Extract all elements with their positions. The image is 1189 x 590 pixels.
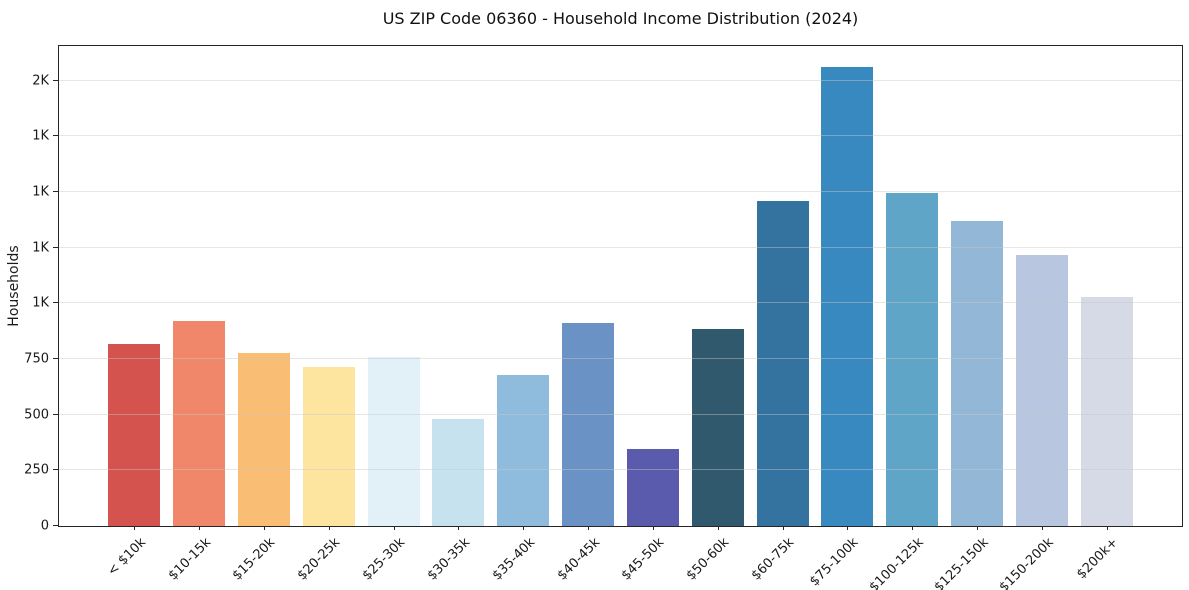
x-tick-label: $200k+ [1074, 535, 1122, 583]
y-tick-mark [53, 79, 59, 81]
x-tick-mark [199, 526, 201, 530]
bar-slot: $150-200k [996, 46, 1074, 590]
y-tick-label: 1K [32, 240, 49, 256]
x-tick-label: $45-50k [619, 535, 668, 584]
y-tick-label: 250 [24, 462, 49, 478]
x-tick-label: $150-200k [996, 535, 1057, 590]
bar-$35-40k [497, 374, 550, 526]
bar-slot: $200k+ [1074, 46, 1139, 582]
x-tick-mark [458, 526, 460, 530]
x-tick-mark [588, 526, 590, 530]
x-tick-label: $125-150k [931, 535, 992, 590]
y-tick-label: 2K [32, 73, 49, 89]
bar-slot: $20-25k [295, 46, 361, 583]
bar-slot: $125-150k [931, 46, 1010, 590]
bars-row: < $10k $10-15k $15-20k $20-25k $25-30k $30-35… [59, 46, 1182, 590]
y-tick-label: 500 [24, 407, 49, 423]
y-tick-label: 0 [40, 518, 49, 534]
y-tick-mark [53, 302, 59, 304]
x-tick-mark [328, 526, 330, 530]
x-tick-label: $60-75k [748, 535, 798, 584]
y-tick-mark [53, 525, 59, 526]
bar-$45-50k [626, 448, 679, 526]
y-tick-label: 1K [32, 295, 49, 311]
x-tick-mark [1106, 526, 1108, 530]
bar-slot: $25-30k [360, 46, 426, 583]
plot-area: < $10k $10-15k $15-20k $20-25k $25-30k $30-35… [24, 45, 1183, 590]
bar-slot: $10-15k [165, 46, 232, 583]
bar-slot: $60-75k [749, 46, 815, 583]
chart-title: US ZIP Code 06360 - Household Income Dis… [382, 9, 859, 28]
bar-slot: $50-60k [684, 46, 750, 583]
x-tick-mark [134, 526, 136, 530]
x-tick-label: $30-35k [424, 535, 474, 584]
y-tick-mark [53, 190, 59, 192]
bar-slot: $35-40k [489, 46, 556, 583]
y-tick-label: 750 [24, 351, 49, 367]
x-tick-mark [912, 526, 914, 530]
x-tick-label: $25-30k [359, 535, 409, 584]
bar-slot: $75-100k [808, 46, 880, 589]
y-tick-label: 1K [32, 128, 49, 144]
bar-$150-200k [1015, 255, 1068, 526]
bar-slot: $15-20k [230, 46, 297, 583]
x-tick-label: $75-100k [807, 535, 862, 590]
x-tick-label: $35-40k [489, 535, 538, 584]
x-tick-mark [264, 526, 266, 530]
bar-$15-20k [238, 353, 291, 526]
bar-$30-35k [432, 419, 485, 526]
y-tick-mark [53, 246, 59, 248]
x-tick-mark [976, 526, 978, 530]
x-tick-label: $10-15k [165, 535, 214, 584]
x-tick-label: $20-25k [294, 535, 344, 584]
bar-$50-60k [691, 328, 744, 526]
bar-$100-125k [886, 192, 939, 526]
x-tick-label: < $10k [104, 535, 150, 580]
bar-slot: $100-125k [867, 46, 945, 590]
bar-$25-30k [367, 356, 420, 526]
y-tick-label: 1K [32, 184, 49, 200]
bar-$200k+ [1080, 297, 1133, 526]
y-tick-mark [53, 357, 59, 359]
x-tick-mark [782, 526, 784, 530]
x-tick-label: $50-60k [683, 535, 733, 584]
bar-slot: $30-35k [425, 46, 491, 583]
y-tick-mark [53, 135, 59, 137]
bar-< $10k [108, 344, 161, 526]
bar-$20-25k [302, 367, 355, 526]
bar-$125-150k [950, 220, 1003, 526]
x-tick-mark [847, 526, 849, 530]
bar-$10-15k [173, 321, 226, 526]
x-tick-mark [393, 526, 395, 530]
x-tick-mark [523, 526, 525, 530]
x-tick-label: $15-20k [230, 535, 279, 584]
bar-slot: < $10k [102, 46, 167, 579]
bar-slot: $45-50k [619, 46, 686, 583]
x-tick-mark [1041, 526, 1043, 530]
x-tick-mark [717, 526, 719, 530]
x-tick-label: $40-45k [554, 535, 603, 584]
x-tick-mark [652, 526, 654, 530]
y-tick-mark [53, 413, 59, 415]
x-tick-label: $100-125k [866, 535, 927, 590]
bar-$75-100k [821, 67, 874, 526]
y-axis-label: Households [6, 245, 22, 327]
y-tick-mark [53, 469, 59, 471]
bar-$60-75k [756, 201, 809, 526]
bar-$40-45k [562, 323, 615, 526]
bar-slot: $40-45k [554, 46, 621, 583]
